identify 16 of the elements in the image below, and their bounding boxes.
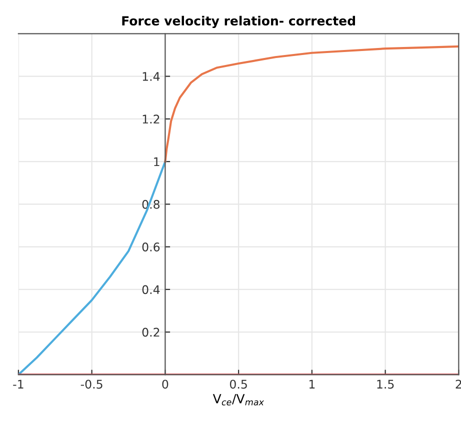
x-tick-label: 1: [309, 380, 315, 389]
x-tick-label: 1.5: [377, 380, 394, 389]
y-tick-label: 0.6: [142, 242, 160, 252]
x-tick-label: 2: [456, 380, 461, 389]
chart-title: Force velocity relation- corrected: [122, 16, 355, 28]
y-tick-label: 1.2: [142, 114, 160, 124]
y-tick-label: 0.2: [142, 328, 160, 337]
x-axis-title: V$_{ce}$/V$_{max}$: [212, 394, 264, 406]
line-series: [164, 45, 459, 163]
y-tick-label: 0.4: [142, 285, 160, 294]
x-tick-label: -1: [13, 380, 24, 389]
x-tick-label: 0.5: [230, 380, 247, 389]
x-tick-label: -0.5: [80, 380, 102, 389]
x-tick-label: 0: [162, 380, 168, 389]
y-tick-label: 1.4: [142, 72, 160, 81]
y-tick-label: 1: [154, 157, 160, 166]
